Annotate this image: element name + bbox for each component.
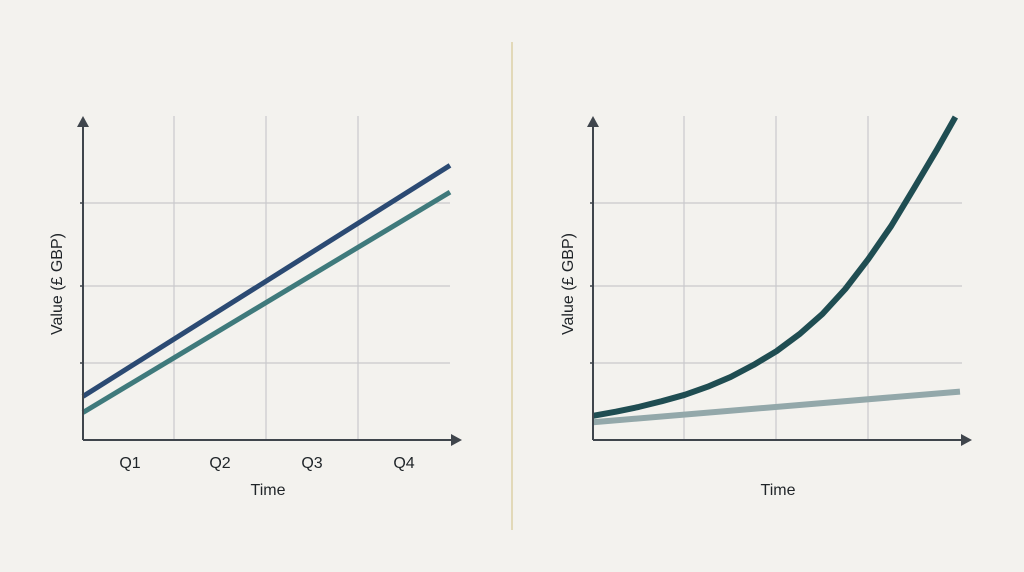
right-series-line-1	[592, 115, 959, 419]
left-y-axis-label: Value (£ GBP)	[49, 233, 66, 335]
left-series-line-2	[81, 189, 452, 415]
left-axes	[77, 116, 462, 446]
right-series-line-2	[592, 388, 961, 426]
chart-left: Q1 Q2 Q3 Q4 Time Value (£ GBP)	[49, 116, 462, 499]
left-x-axis-arrow	[451, 434, 462, 446]
right-grid	[593, 116, 962, 440]
right-axes	[587, 116, 972, 446]
left-x-axis-label: Time	[251, 482, 286, 499]
right-y-axis-label: Value (£ GBP)	[560, 233, 577, 335]
right-series-group	[592, 115, 961, 426]
left-series-group	[81, 163, 452, 415]
right-x-axis-label: Time	[761, 482, 796, 499]
left-x-ticks: Q1 Q2 Q3 Q4	[119, 455, 414, 472]
left-series-line-1	[81, 163, 452, 399]
left-y-axis-arrow	[77, 116, 89, 127]
left-x-tick-label: Q4	[393, 455, 414, 472]
left-x-tick-label: Q2	[209, 455, 230, 472]
right-x-axis-arrow	[961, 434, 972, 446]
right-y-axis-arrow	[587, 116, 599, 127]
left-x-tick-label: Q3	[301, 455, 322, 472]
chart-right: Time Value (£ GBP)	[560, 115, 972, 499]
left-grid	[83, 116, 450, 440]
left-x-tick-label: Q1	[119, 455, 140, 472]
